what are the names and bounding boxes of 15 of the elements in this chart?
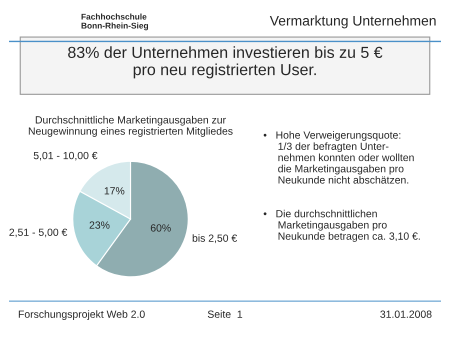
data-label: 17% — [104, 187, 124, 194]
text: Seite 1 — [208, 310, 242, 318]
text: 83% der Unternehmen investieren bis zu 5 € pro neu registrierten User. — [68, 46, 382, 78]
chart-title: Durchschnittliche Marketingausgaben zur Neugewinnung eines registrierten Mitgliedes — [28, 116, 233, 137]
slice-label: bis 2,50 € — [192, 234, 238, 244]
text: Forschungsprojekt Web 2.0 — [18, 310, 145, 320]
text: Vermarktung Unternehmen — [270, 15, 436, 28]
text: Fachhochschule Bonn-Rhein-Sieg — [82, 14, 148, 30]
text: • Hohe Verweigerungsquote: 1/3 der befragten Unter- nehmen konnten oder wollten die Marketingausgaben pro Neukunde nicht abschätzen. — [264, 131, 414, 184]
slice-label: 2,51 - 5,00 € — [9, 228, 68, 238]
slice-label: 5,01 - 10,00 € — [34, 152, 98, 160]
text: • Die durchschnittlichen Marketingausgaben pro Neukunde betragen ca. 3,10 €. — [264, 210, 420, 242]
text: 31.01.2008 — [380, 310, 432, 318]
data-label: 23% — [90, 221, 110, 229]
data-label: 60% — [150, 224, 171, 232]
